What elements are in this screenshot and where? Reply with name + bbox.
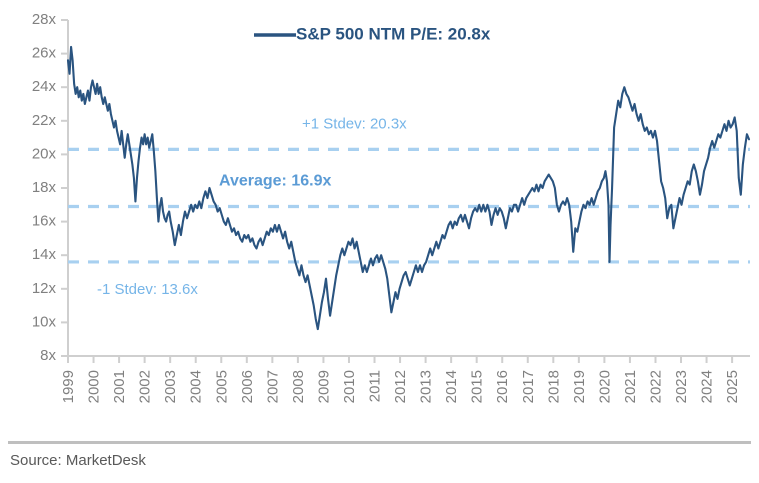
x-tick-label: 2015 bbox=[469, 370, 486, 403]
chart-canvas: 8x 10x 12x 14x 16x 18x 20x 22x 24x 26x 28x 1999 2000… bbox=[32, 11, 751, 403]
x-tick-label: 2010 bbox=[341, 370, 358, 403]
x-tick-label: 2012 bbox=[392, 370, 409, 403]
x-tick-label: 2005 bbox=[213, 370, 230, 403]
legend-label: S&P 500 NTM P/E: 20.8x bbox=[296, 24, 491, 43]
y-tick-label: 16x bbox=[32, 213, 57, 230]
y-tick-label: 24x bbox=[32, 78, 57, 95]
y-tick-label: 28x bbox=[32, 11, 57, 28]
y-tick-label: 22x bbox=[32, 112, 57, 129]
y-tick-label: 8x bbox=[40, 347, 56, 364]
y-tick-label: 20x bbox=[32, 145, 57, 162]
x-tick-label: 1999 bbox=[60, 370, 77, 403]
y-tick-label: 14x bbox=[32, 246, 57, 263]
x-tick-label: 2014 bbox=[443, 370, 460, 403]
x-tick-label: 2002 bbox=[137, 370, 154, 403]
x-tick-label: 2004 bbox=[188, 370, 205, 403]
x-tick-label: 2007 bbox=[264, 370, 281, 403]
x-tick-label: 2009 bbox=[315, 370, 332, 403]
x-tick-label: 2000 bbox=[86, 370, 103, 403]
y-tick-label: 10x bbox=[32, 313, 57, 330]
x-tick-label: 2006 bbox=[239, 370, 256, 403]
x-tick-label: 2020 bbox=[596, 370, 613, 403]
x-tick-label: 2018 bbox=[545, 370, 562, 403]
x-tick-label: 2013 bbox=[418, 370, 435, 403]
source-divider bbox=[8, 441, 751, 444]
x-tick-label: 2023 bbox=[673, 370, 690, 403]
x-tick-label: 2011 bbox=[367, 370, 384, 402]
average-label: Average: 16.9x bbox=[219, 173, 331, 190]
x-tick-label: 2001 bbox=[111, 370, 128, 403]
x-tick-label: 2017 bbox=[520, 370, 537, 403]
x-tick-label: 2024 bbox=[699, 370, 716, 403]
x-tick-label: 2022 bbox=[647, 370, 664, 403]
source-label: Source: MarketDesk bbox=[10, 452, 146, 469]
x-tick-label: 2025 bbox=[724, 370, 741, 403]
x-tick-label: 2019 bbox=[571, 370, 588, 403]
x-tick-label: 2008 bbox=[290, 370, 307, 403]
y-tick-label: 18x bbox=[32, 179, 57, 196]
x-tick-label: 2016 bbox=[494, 370, 511, 403]
upper-stdev-label: +1 Stdev: 20.3x bbox=[302, 115, 407, 132]
y-tick-label: 12x bbox=[32, 280, 57, 297]
lower-stdev-label: -1 Stdev: 13.6x bbox=[97, 281, 198, 298]
y-tick-label: 26x bbox=[32, 45, 57, 62]
x-tick-label: 2003 bbox=[162, 370, 179, 403]
series-line-sp500-ntm-pe bbox=[66, 45, 751, 331]
x-tick-label: 2021 bbox=[622, 370, 639, 403]
